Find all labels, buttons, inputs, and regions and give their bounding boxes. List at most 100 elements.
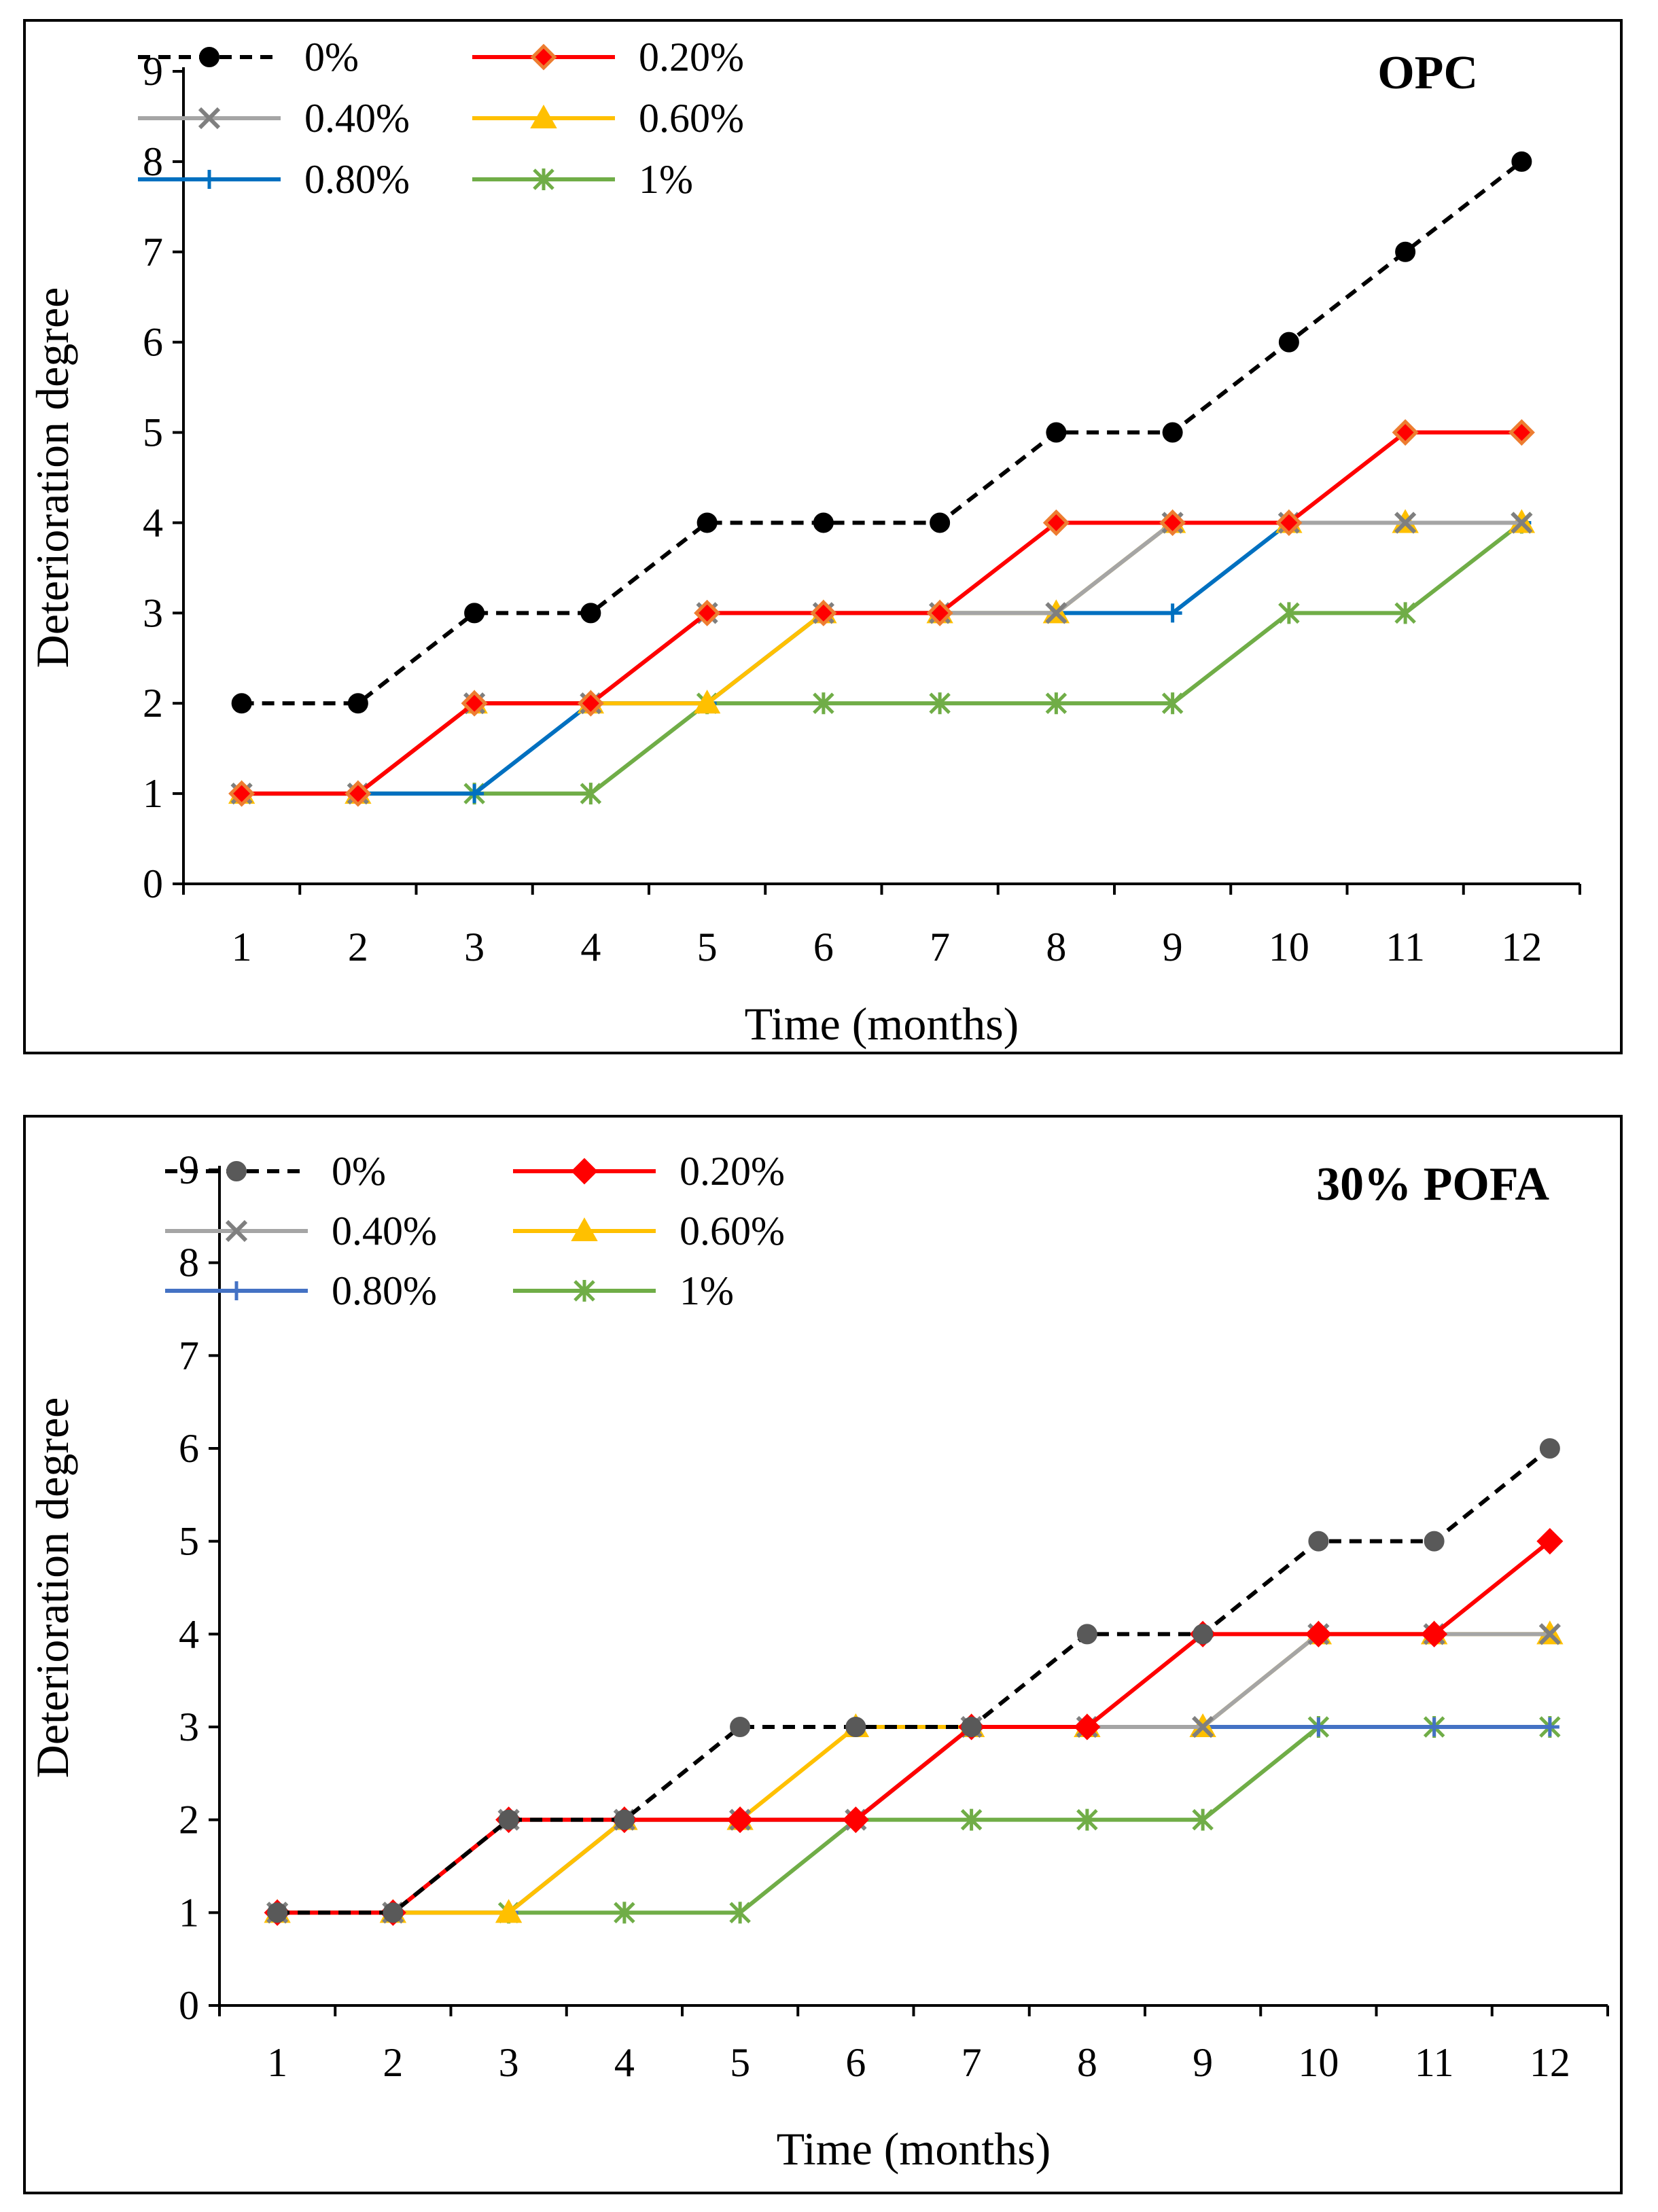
data-point-1pct (580, 783, 602, 805)
legend-entry-0-60pct: 0.60% (472, 96, 744, 141)
legend-label: 0.80% (304, 157, 410, 202)
legend-label: 1% (639, 157, 693, 202)
y-tick-label: 8 (179, 1241, 199, 1285)
legend-entry-0-60pct: 0.60% (513, 1209, 785, 1253)
data-point-0pct (696, 512, 718, 533)
x-tick-label: 4 (614, 2040, 635, 2085)
legend-marker (200, 170, 219, 189)
x-tick-label: 8 (1046, 925, 1066, 969)
x-tick-label: 10 (1298, 2040, 1339, 2085)
data-point-0pct (1278, 332, 1299, 353)
y-tick-label: 6 (179, 1426, 199, 1471)
x-tick-label: 5 (730, 2040, 750, 2085)
y-tick-label: 4 (179, 1611, 199, 1656)
legend-entry-0-20pct: 0.20% (472, 35, 744, 79)
y-tick-label: 5 (179, 1519, 199, 1564)
data-point-0-20pct (694, 599, 721, 626)
data-point-1pct (1278, 602, 1300, 624)
legend-entry-0-20pct: 0.20% (513, 1149, 785, 1194)
legend-label: 0.40% (304, 96, 410, 141)
data-point-0-20pct (842, 1806, 869, 1834)
x-tick-label: 4 (580, 925, 601, 969)
legend-entry-0-40pct: 0.40% (165, 1209, 437, 1253)
x-tick-label: 11 (1415, 2040, 1454, 2085)
legend-label: 0.40% (332, 1209, 437, 1253)
y-tick-label: 1 (143, 771, 163, 816)
data-point-0-20pct (1421, 1620, 1448, 1647)
data-point-0-20pct (461, 690, 488, 717)
y-tick-label: 2 (143, 681, 163, 726)
legend-marker (530, 104, 557, 128)
data-point-0pct (1076, 1624, 1097, 1645)
data-point-0-20pct (1392, 419, 1419, 446)
data-point-1pct (929, 692, 951, 715)
y-tick-label: 6 (143, 320, 163, 365)
legend-label: 1% (680, 1268, 734, 1313)
data-point-0pct (464, 603, 485, 624)
x-tick-label: 12 (1530, 2040, 1570, 2085)
legend-marker (571, 1217, 598, 1241)
data-point-0pct (730, 1717, 751, 1737)
legend-marker (227, 1281, 246, 1300)
data-point-0pct (1046, 422, 1067, 443)
x-axis-title: Time (months) (745, 998, 1019, 1050)
data-point-0pct (347, 693, 368, 714)
x-tick-label: 9 (1163, 925, 1183, 969)
data-point-0pct (498, 1809, 519, 1830)
data-point-0-20pct (726, 1806, 754, 1834)
data-point-0pct (1424, 1531, 1445, 1552)
data-point-1pct (1161, 692, 1184, 715)
data-point-0pct (1193, 1624, 1214, 1645)
legend-entry-0-80pct: 0.80% (165, 1268, 437, 1313)
x-tick-label: 12 (1501, 925, 1542, 969)
legend-marker (571, 1158, 598, 1185)
data-point-1pct (1192, 1808, 1214, 1831)
series-0-20pct (228, 419, 1535, 807)
data-point-0pct (1308, 1531, 1329, 1552)
data-point-0-60pct (693, 690, 721, 714)
data-point-0-40pct (1394, 512, 1417, 534)
legend-entry-0pct: 0% (138, 35, 359, 79)
series-line-0-20pct (277, 1539, 1551, 1915)
data-point-0-80pct (1424, 1717, 1444, 1736)
data-point-0-20pct (1074, 1713, 1101, 1741)
data-point-0pct (1539, 1438, 1560, 1459)
data-point-0-80pct (1309, 1717, 1328, 1736)
legend: 0% 0.20% 0.40% 0.60% 0.80% 1% (138, 35, 744, 202)
data-point-0pct (1162, 422, 1183, 443)
data-point-0pct (961, 1717, 982, 1737)
data-point-0pct (1395, 241, 1416, 262)
data-point-1pct (614, 1902, 635, 1924)
data-point-0-80pct (1163, 603, 1182, 623)
series-line-0pct (277, 1446, 1551, 1915)
legend-label: 0.20% (680, 1149, 785, 1194)
y-tick-label: 3 (179, 1705, 199, 1749)
y-tick-label: 7 (179, 1333, 199, 1378)
legend-marker (574, 1280, 595, 1302)
data-point-0-20pct (1536, 1528, 1564, 1555)
data-point-0-60pct (495, 1899, 523, 1923)
y-tick-label: 0 (143, 861, 163, 906)
x-tick-label: 2 (348, 925, 368, 969)
x-tick-label: 2 (383, 2040, 403, 2085)
x-tick-label: 3 (464, 925, 484, 969)
legend-marker (199, 47, 219, 67)
series-line-0pct (241, 160, 1523, 706)
y-tick-label: 1 (179, 1890, 199, 1935)
data-point-0-80pct (465, 784, 484, 804)
legend-entry-0-40pct: 0.40% (138, 96, 410, 141)
data-point-0-40pct (1511, 512, 1533, 534)
x-tick-label: 6 (845, 2040, 866, 2085)
x-tick-label: 7 (962, 2040, 982, 2085)
data-point-0-20pct (1305, 1620, 1332, 1647)
data-point-0pct (267, 1902, 288, 1923)
chart-title: OPC (1377, 47, 1478, 99)
data-point-0-40pct (1192, 1715, 1214, 1738)
data-point-1pct (1394, 602, 1416, 624)
chart-frame (23, 1115, 1623, 2194)
data-point-0-20pct (1275, 509, 1303, 536)
y-tick-label: 7 (143, 230, 163, 274)
